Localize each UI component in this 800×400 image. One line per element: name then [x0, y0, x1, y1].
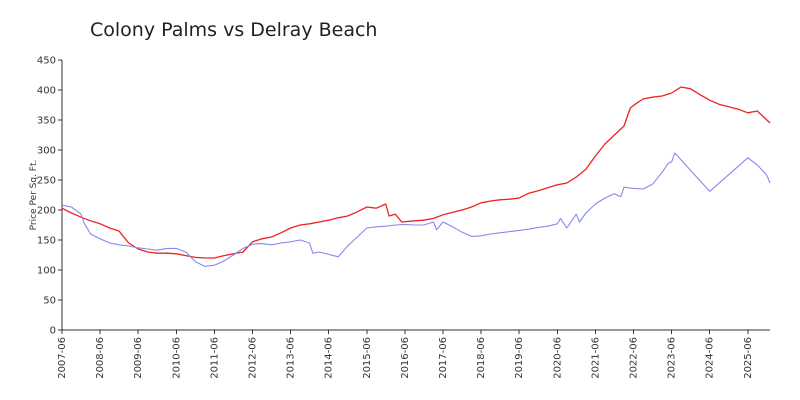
series-layer: [61, 86, 771, 267]
x-tick-label: 2020-06: [552, 337, 563, 379]
x-tick-label: 2021-06: [590, 337, 601, 379]
x-tick-label: 2016-06: [400, 337, 411, 379]
x-tick-label: 2025-06: [743, 337, 754, 379]
y-axis-label: Price Per Sq. Ft.: [29, 160, 39, 231]
y-tick-label: 450: [37, 56, 56, 67]
x-ticks: 2007-06 2008-06 2009-06 2010-06 2011-06 2012-…: [57, 330, 754, 379]
x-tick-label: 2014-06: [324, 337, 335, 379]
y-tick-label: 400: [37, 86, 56, 97]
y-tick-label: 150: [37, 236, 56, 247]
x-tick-label: 2018-06: [476, 337, 487, 379]
x-tick-label: 2008-06: [95, 337, 106, 379]
y-tick-label: 200: [37, 206, 56, 217]
y-tick-label: 300: [37, 146, 56, 157]
x-tick-label: 2009-06: [133, 337, 144, 379]
y-tick-label: 0: [50, 326, 56, 337]
x-tick-label: 2023-06: [667, 337, 678, 379]
y-tick-label: 50: [43, 296, 56, 307]
y-tick-label: 100: [37, 266, 56, 277]
x-tick-label: 2022-06: [628, 337, 639, 379]
x-tick-label: 2010-06: [171, 337, 182, 379]
x-tick-label: 2007-06: [57, 337, 68, 379]
series-line-1: [61, 86, 771, 259]
x-tick-label: 2024-06: [705, 337, 716, 379]
chart-title: Colony Palms vs Delray Beach: [90, 19, 377, 41]
x-tick-label: 2017-06: [438, 337, 449, 379]
y-tick-label: 250: [37, 176, 56, 187]
x-tick-label: 2011-06: [209, 337, 220, 379]
x-tick-label: 2019-06: [514, 337, 525, 379]
y-ticks: 0 50 100 150 200 250 300 350 400 450: [37, 56, 62, 337]
x-tick-label: 2012-06: [247, 337, 258, 379]
x-tick-label: 2015-06: [362, 337, 373, 379]
series-line-2: [61, 152, 771, 267]
y-tick-label: 350: [37, 116, 56, 127]
x-tick-label: 2013-06: [286, 337, 297, 379]
